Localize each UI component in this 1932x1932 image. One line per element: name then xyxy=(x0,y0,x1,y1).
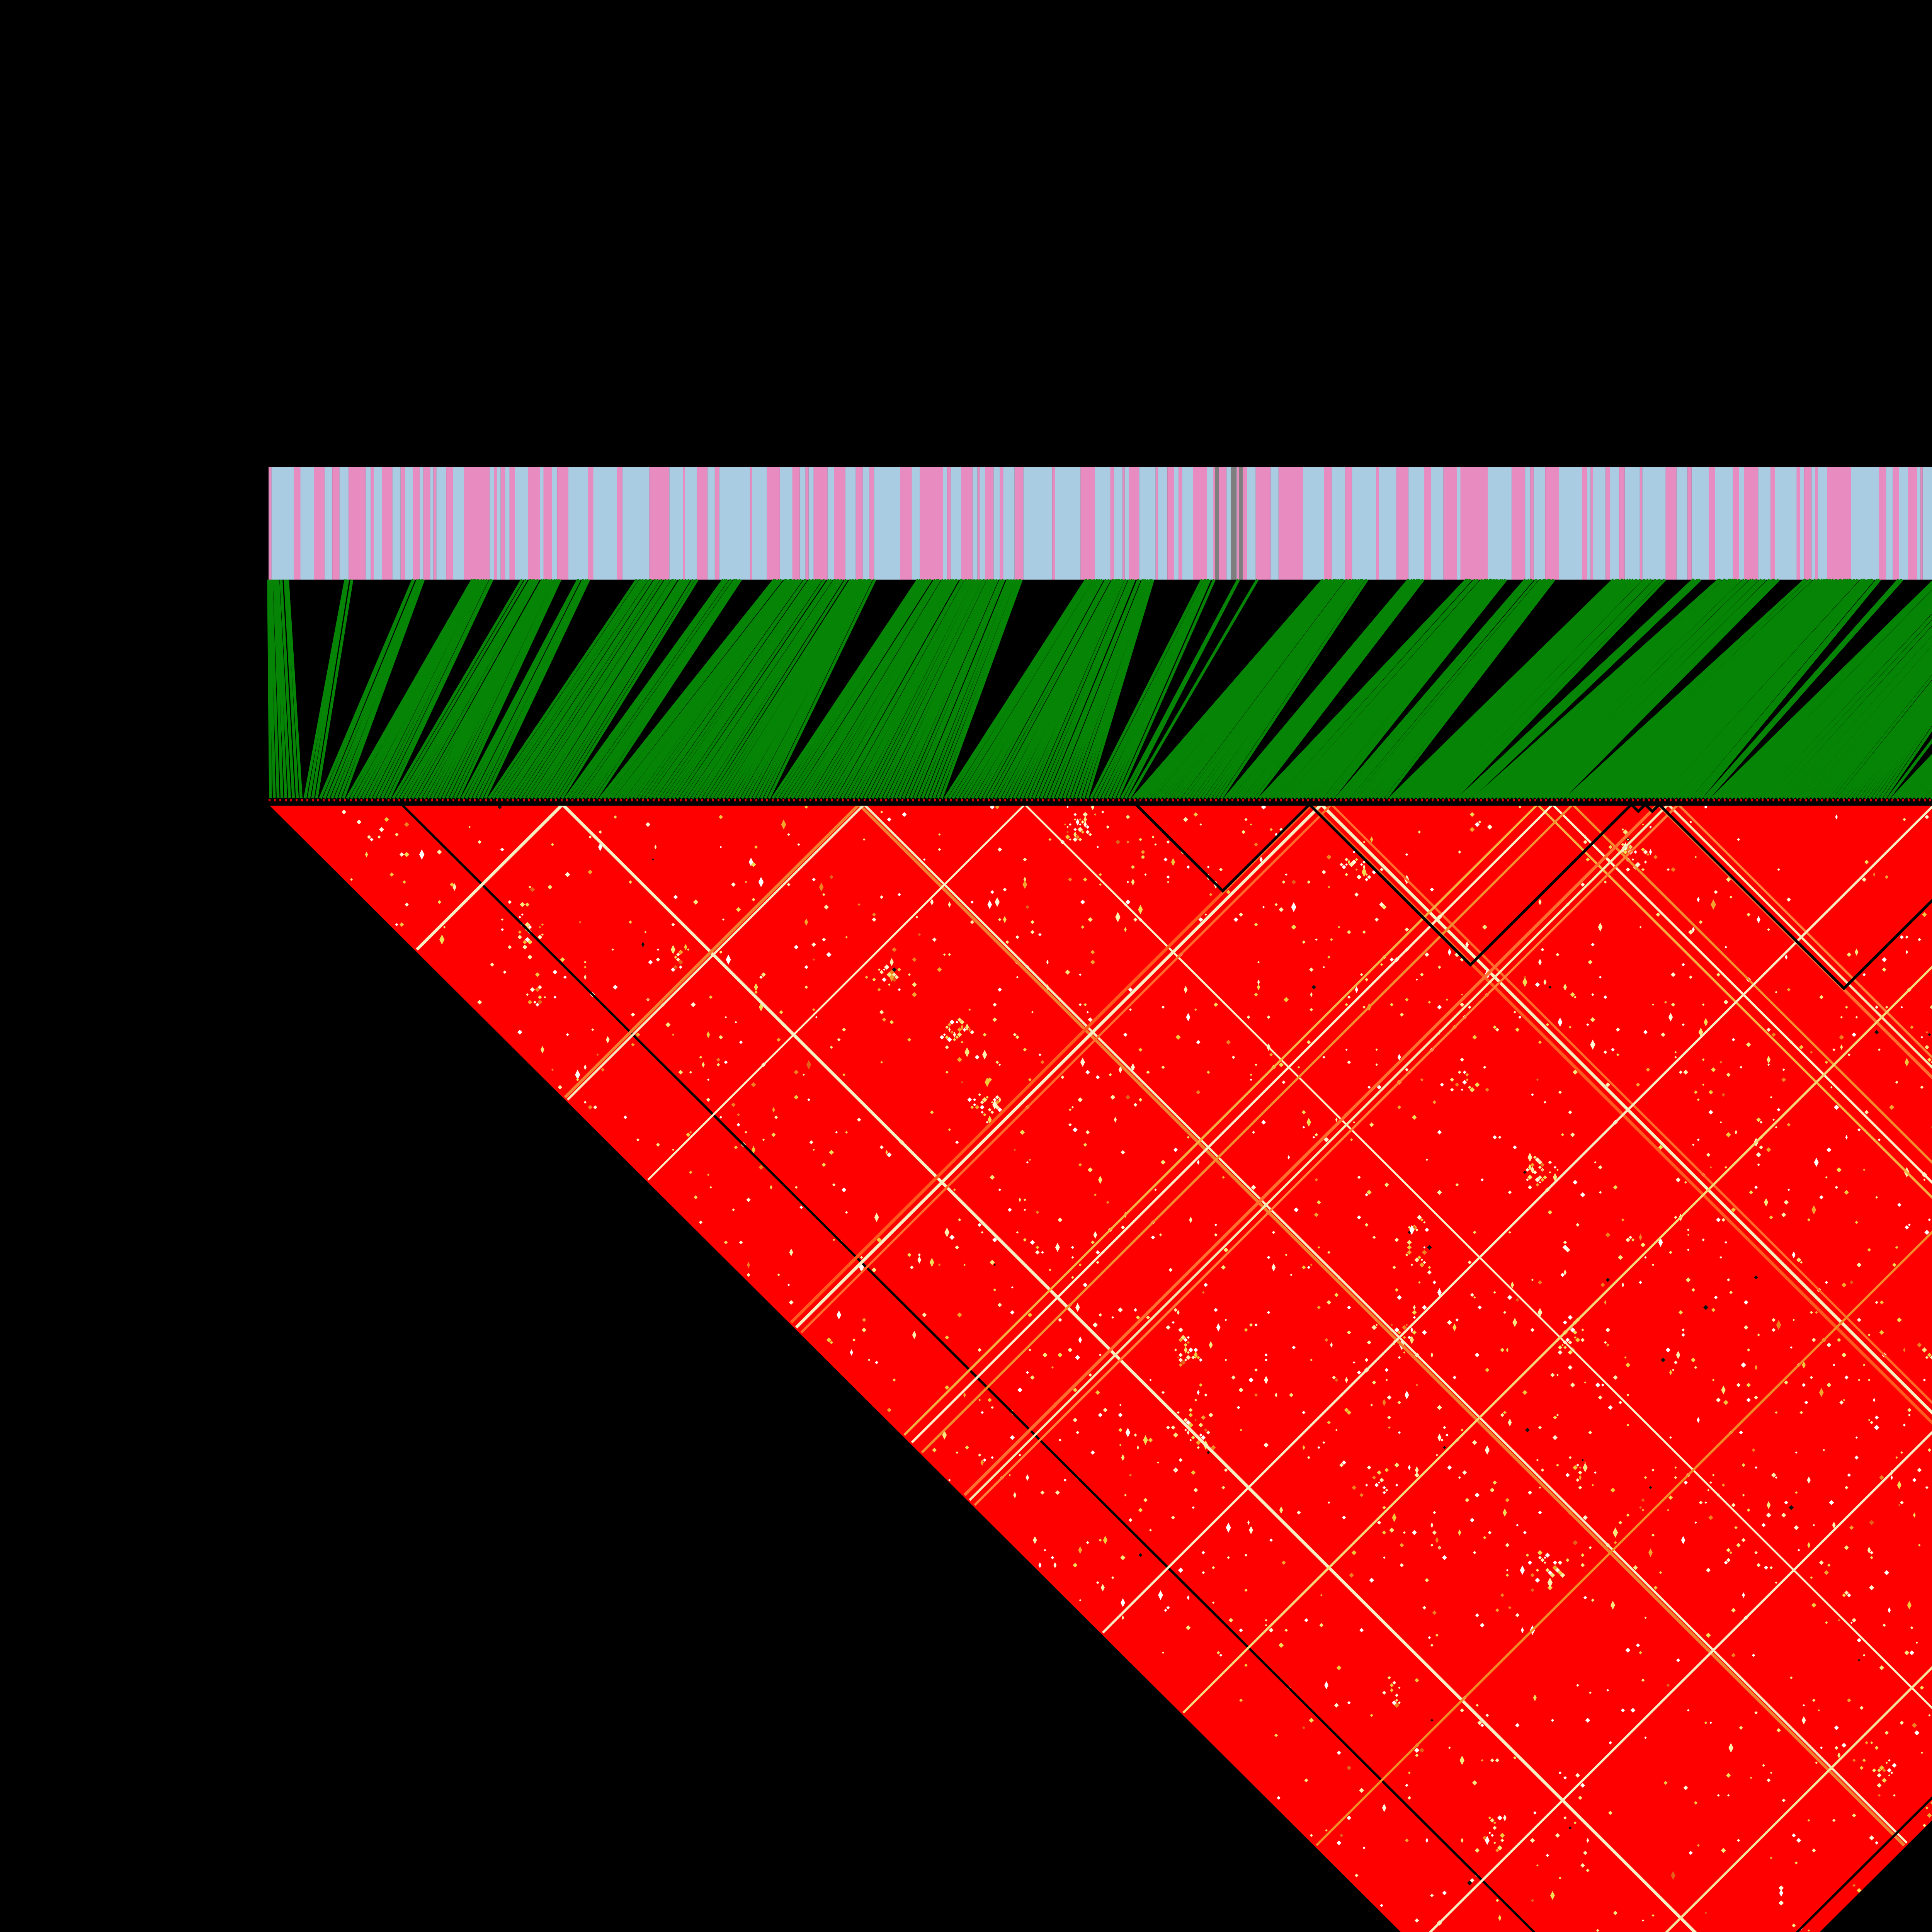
haplotype-block-outlines xyxy=(269,803,1932,990)
ld-triangle xyxy=(269,804,1932,1932)
low-ld-diamonds xyxy=(342,803,1932,1932)
snp-annotation-band xyxy=(269,467,1932,580)
snp-position-fan xyxy=(267,578,1932,799)
